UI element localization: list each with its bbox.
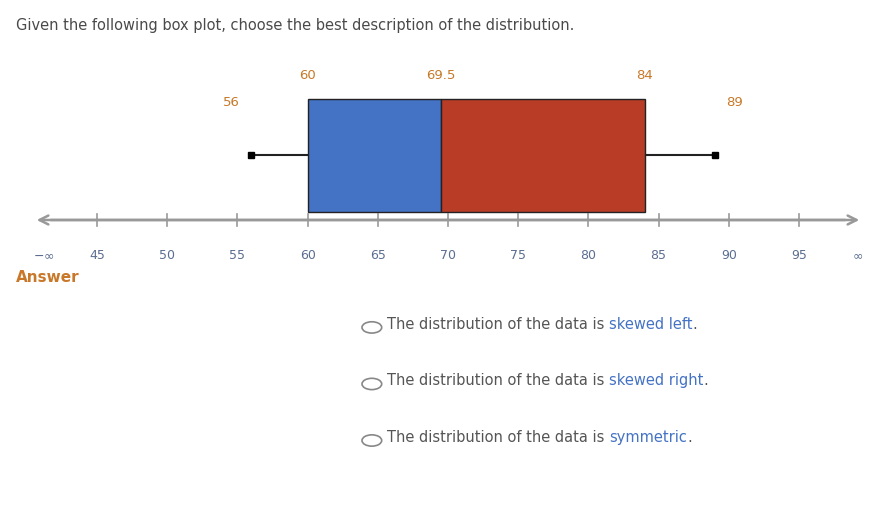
Text: skewed right: skewed right	[609, 373, 703, 388]
Text: 45: 45	[89, 249, 105, 262]
Text: 75: 75	[510, 249, 526, 262]
Text: .: .	[693, 317, 697, 332]
Text: 60: 60	[299, 69, 316, 82]
Text: .: .	[687, 430, 692, 445]
Text: Given the following box plot, choose the best description of the distribution.: Given the following box plot, choose the…	[16, 18, 574, 33]
Text: 80: 80	[581, 249, 597, 262]
Text: 65: 65	[370, 249, 386, 262]
Text: 50: 50	[159, 249, 176, 262]
Text: The distribution of the data is: The distribution of the data is	[387, 430, 609, 445]
Text: The distribution of the data is: The distribution of the data is	[387, 373, 609, 388]
Bar	[307, 99, 441, 212]
Text: 85: 85	[650, 249, 667, 262]
Text: 69.5: 69.5	[426, 69, 456, 82]
Text: $\infty$: $\infty$	[852, 249, 864, 262]
Text: The distribution of the data is: The distribution of the data is	[387, 317, 609, 332]
Text: .: .	[703, 373, 708, 388]
Bar	[441, 99, 644, 212]
Text: symmetric: symmetric	[609, 430, 687, 445]
Text: 90: 90	[720, 249, 737, 262]
Text: Answer: Answer	[16, 270, 80, 285]
Text: skewed left: skewed left	[609, 317, 693, 332]
Text: 55: 55	[229, 249, 246, 262]
Text: 95: 95	[791, 249, 807, 262]
Text: 60: 60	[299, 249, 315, 262]
Text: 89: 89	[726, 96, 743, 109]
Text: 84: 84	[636, 69, 653, 82]
Text: 56: 56	[223, 96, 240, 109]
Text: 70: 70	[440, 249, 456, 262]
Text: $-\infty$: $-\infty$	[33, 249, 55, 262]
